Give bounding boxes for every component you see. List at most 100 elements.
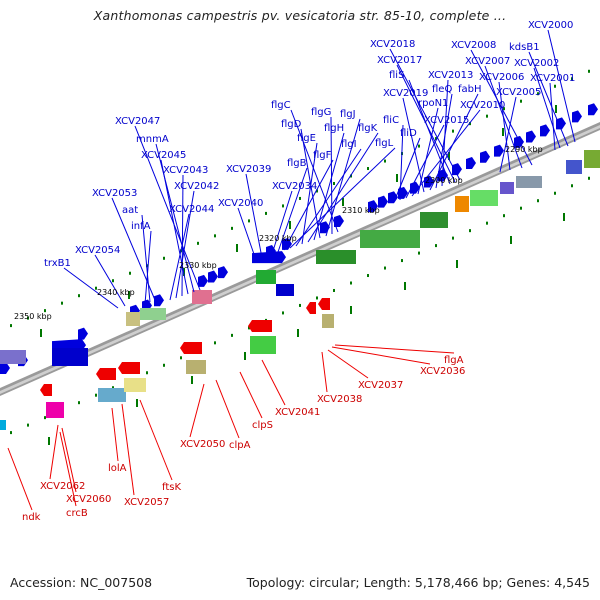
gene-label-plus[interactable]: XCV2013 — [428, 70, 473, 81]
gene-block[interactable] — [584, 150, 600, 168]
gene-arrow-plus[interactable] — [334, 215, 344, 228]
gene-label-plus[interactable]: XCV2010 — [460, 100, 505, 111]
gene-arrow-plus[interactable] — [466, 156, 476, 169]
gene-label-plus[interactable]: XCV2000 — [528, 20, 573, 31]
gene-arrow-plus[interactable] — [198, 274, 208, 287]
gene-arrow-plus[interactable] — [252, 251, 286, 264]
gene-label-plus[interactable]: flgH — [324, 123, 344, 134]
gene-label-minus[interactable]: ndk — [22, 512, 41, 523]
gene-block[interactable] — [0, 350, 26, 364]
gene-block[interactable] — [192, 290, 212, 304]
gene-label-plus[interactable]: XCV2040 — [218, 198, 263, 209]
gene-arrow-plus[interactable] — [452, 163, 462, 176]
gene-label-minus[interactable]: XCV2050 — [180, 439, 225, 450]
gene-block[interactable] — [566, 160, 582, 174]
gene-arrow-plus[interactable] — [556, 117, 566, 130]
gene-label-plus[interactable]: XCV2053 — [92, 188, 137, 199]
gene-label-minus[interactable]: clpA — [229, 440, 251, 451]
gene-block[interactable] — [360, 230, 420, 248]
gene-label-minus[interactable]: XCV2062 — [40, 481, 85, 492]
gene-label-plus[interactable]: XCV2019 — [383, 88, 428, 99]
gene-label-plus[interactable]: flgL — [375, 138, 394, 149]
gene-label-minus[interactable]: flgA — [444, 355, 464, 366]
gene-label-plus[interactable]: aat — [122, 205, 138, 216]
gene-label-plus[interactable]: flgG — [311, 107, 331, 118]
gene-block[interactable] — [500, 182, 514, 194]
gene-label-plus[interactable]: fabH — [458, 84, 482, 95]
gene-label-plus[interactable]: XCV2045 — [141, 150, 186, 161]
gene-arrow-minus[interactable] — [318, 298, 330, 310]
gene-label-plus[interactable]: XCV2044 — [169, 204, 214, 215]
gene-label-plus[interactable]: XCV2018 — [370, 39, 415, 50]
gene-label-plus[interactable]: flgB — [287, 158, 307, 169]
gene-arrow-minus[interactable] — [306, 302, 316, 314]
gene-label-minus[interactable]: clpS — [252, 420, 273, 431]
gene-label-plus[interactable]: mnmA — [136, 134, 169, 145]
gene-label-plus[interactable]: infA — [131, 221, 151, 232]
gene-label-minus[interactable]: ftsK — [162, 482, 181, 493]
gene-arrow-minus[interactable] — [96, 368, 116, 380]
gene-label-plus[interactable]: XCV2002 — [514, 58, 559, 69]
gene-arrow-plus[interactable] — [0, 362, 10, 374]
gene-block[interactable] — [455, 196, 469, 212]
gene-block[interactable] — [316, 250, 356, 264]
gene-label-plus[interactable]: XCV2039 — [226, 164, 271, 175]
gene-label-plus[interactable]: flgJ — [340, 109, 356, 120]
gene-block[interactable] — [46, 402, 64, 418]
gene-label-plus[interactable]: XCV2006 — [479, 72, 524, 83]
gene-label-plus[interactable]: flgF — [313, 150, 332, 161]
gene-label-plus[interactable]: flgD — [281, 119, 302, 130]
gene-arrow-minus[interactable] — [180, 342, 202, 354]
gene-block[interactable] — [0, 420, 6, 430]
gene-label-plus[interactable]: fleQ — [432, 84, 452, 95]
gene-block[interactable] — [52, 348, 88, 366]
gene-label-plus[interactable]: flgE — [297, 133, 316, 144]
gene-label-minus[interactable]: XCV2057 — [124, 497, 169, 508]
gene-block[interactable] — [516, 176, 542, 188]
gene-label-plus[interactable]: XCV2047 — [115, 116, 160, 127]
gene-label-minus[interactable]: lolA — [108, 463, 127, 474]
gene-arrow-plus[interactable] — [368, 200, 378, 213]
gene-block[interactable] — [322, 314, 334, 328]
gene-label-plus[interactable]: XCV2001 — [530, 73, 575, 84]
gene-label-plus[interactable]: XCV2034 — [272, 181, 317, 192]
gene-label-plus[interactable]: flgK — [358, 123, 378, 134]
gene-label-plus[interactable]: rpoN1 — [418, 98, 448, 109]
gene-label-plus[interactable]: trxB1 — [44, 258, 71, 269]
gene-label-minus[interactable]: XCV2036 — [420, 366, 465, 377]
gene-arrow-plus[interactable] — [154, 294, 164, 307]
gene-label-minus[interactable]: XCV2037 — [358, 380, 403, 391]
gene-arrow-minus[interactable] — [118, 362, 140, 374]
gene-block[interactable] — [276, 284, 294, 296]
gene-label-plus[interactable]: XCV2042 — [174, 181, 219, 192]
gene-arrow-plus[interactable] — [378, 195, 388, 208]
gene-label-plus[interactable]: flgC — [271, 100, 291, 111]
gene-label-plus[interactable]: XCV2015 — [424, 115, 469, 126]
gene-arrow-plus[interactable] — [218, 266, 228, 279]
gene-label-plus[interactable]: fliS — [389, 70, 404, 81]
gene-block[interactable] — [98, 388, 126, 402]
gene-arrow-plus[interactable] — [208, 270, 218, 283]
gene-arrow-plus[interactable] — [540, 124, 550, 137]
gene-label-minus[interactable]: XCV2060 — [66, 494, 111, 505]
gene-arrow-plus[interactable] — [388, 191, 398, 204]
gene-arrow-plus[interactable] — [526, 130, 536, 143]
gene-arrow-plus[interactable] — [480, 150, 490, 163]
gene-label-plus[interactable]: kdsB1 — [509, 42, 540, 53]
gene-label-minus[interactable]: crcB — [66, 508, 88, 519]
gene-block[interactable] — [140, 308, 166, 320]
gene-label-plus[interactable]: XCV2043 — [163, 165, 208, 176]
gene-label-minus[interactable]: XCV2038 — [317, 394, 362, 405]
gene-label-plus[interactable]: fliC — [383, 115, 399, 126]
gene-label-plus[interactable]: flgI — [341, 139, 357, 150]
gene-arrow-plus[interactable] — [78, 327, 88, 340]
gene-block[interactable] — [420, 212, 448, 228]
gene-label-minus[interactable]: XCV2041 — [275, 407, 320, 418]
gene-block[interactable] — [124, 378, 146, 392]
gene-arrow-plus[interactable] — [572, 110, 582, 123]
gene-block[interactable] — [186, 360, 206, 374]
gene-arrow-plus[interactable] — [588, 103, 598, 116]
gene-label-plus[interactable]: XCV2017 — [377, 55, 422, 66]
gene-arrow-plus[interactable] — [494, 144, 504, 157]
